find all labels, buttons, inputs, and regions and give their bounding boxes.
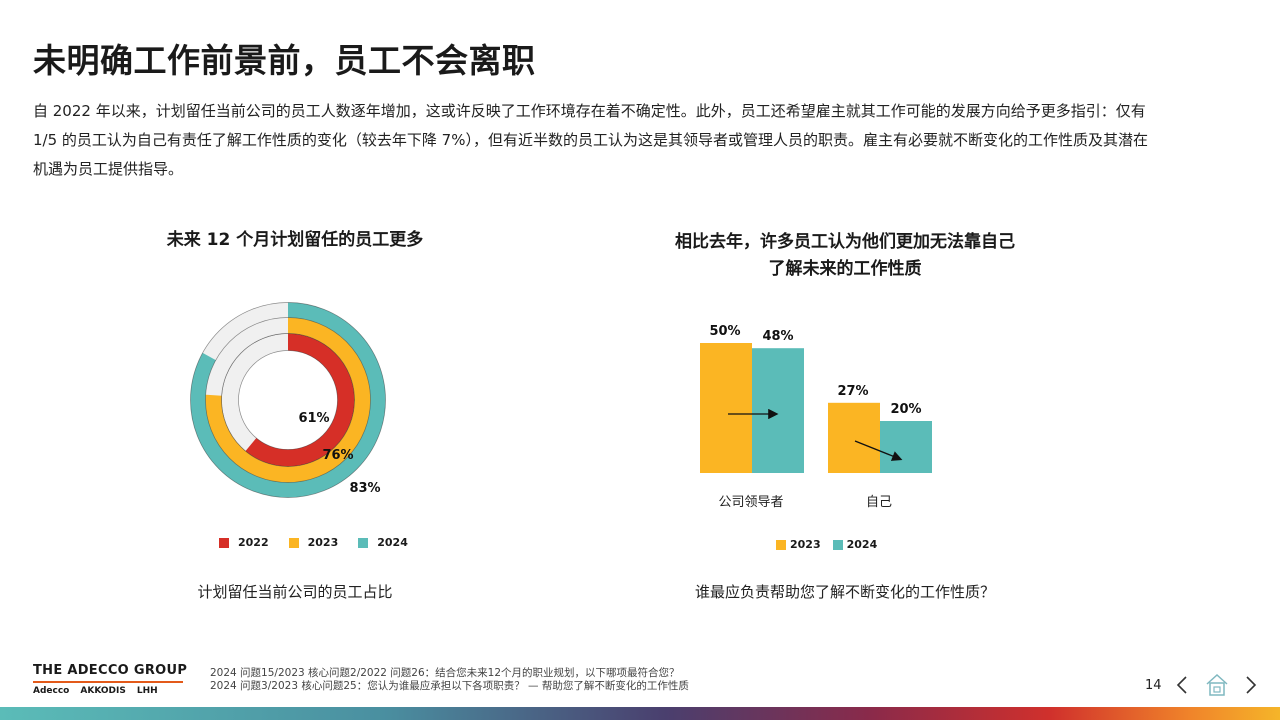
bar-label-2024-1: 20%	[890, 402, 921, 417]
bar-legend-item-2024: 2024	[832, 538, 878, 551]
donut-label-2023: 76%	[322, 448, 353, 463]
donut-outline-2023-0	[221, 333, 355, 467]
legend-label-2022: 2022	[238, 536, 269, 549]
bar-legend-label-2023: 2023	[790, 538, 821, 551]
bar-legend-swatch-2023	[776, 539, 786, 550]
donut-outline-2024-1	[190, 302, 386, 498]
footnotes: 2024 问题15/2023 核心问题2/2022 问题26：结合您未来12个月…	[210, 667, 689, 693]
footnote-1: 2024 问题15/2023 核心问题2/2022 问题26：结合您未来12个月…	[210, 667, 680, 679]
legend-label-2024: 2024	[377, 536, 408, 549]
sub-brand-lhh: LHH	[136, 686, 158, 696]
intro-line-1: 自 2022 年以来，计划留任当前公司的员工人数逐年增加，这或许反映了工作环境存…	[33, 102, 1146, 120]
intro-paragraph: 自 2022 年以来，计划留任当前公司的员工人数逐年增加，这或许反映了工作环境存…	[33, 97, 1233, 184]
bar-chart-title-line-1: 相比去年，许多员工认为他们更加无法靠自己	[675, 232, 1015, 252]
brand-underline	[33, 681, 183, 683]
donut-outline-2024-0	[205, 317, 371, 483]
bar-legend: 2023 2024	[776, 538, 897, 551]
donut-label-2024: 83%	[349, 481, 380, 496]
bar-chart-subtitle: 谁最应负责帮助您了解不断变化的工作性质？	[694, 583, 995, 601]
legend-item-2023: 2023	[288, 536, 339, 549]
home-icon	[1206, 673, 1228, 696]
legend-swatch-2022	[219, 537, 229, 548]
donut-label-2022: 61%	[298, 411, 329, 426]
legend-label-2023: 2023	[307, 536, 339, 549]
donut-chart: 61% 76% 83%	[190, 302, 386, 498]
next-page-button[interactable]	[1240, 672, 1262, 698]
page-title: 未明确工作前景前，员工不会离职	[33, 41, 536, 80]
bar-category-leaders: 公司领导者	[718, 495, 783, 510]
donut-chart-title: 未来 12 个月计划留任的员工更多	[166, 230, 424, 250]
chevron-left-icon	[1176, 676, 1187, 694]
chevron-right-icon	[1246, 676, 1257, 694]
bar-legend-label-2024: 2024	[846, 538, 878, 551]
donut-arc-2024	[190, 302, 386, 498]
bar-2024-1	[880, 421, 932, 473]
bar-2023-0	[700, 343, 752, 473]
donut-arc-2023	[204, 316, 372, 484]
bar-legend-item-2023: 2023	[776, 538, 821, 551]
sub-brand-adecco: Adecco	[33, 686, 70, 696]
bar-chart-title-line-2: 了解未来的工作性质	[768, 259, 922, 279]
sub-brand-akkodis: AKKODIS	[80, 686, 126, 696]
brand-name: THE ADECCO GROUP	[33, 663, 188, 678]
bar-2024-0	[752, 348, 804, 473]
bar-label-2023-1: 27%	[837, 384, 868, 399]
bar-label-2024-0: 48%	[762, 329, 793, 344]
bar-legend-swatch-2024	[832, 539, 843, 550]
donut-arc-2022	[221, 333, 355, 467]
trend-arrow-self	[854, 440, 903, 461]
legend-item-2022: 2022	[219, 536, 269, 549]
prev-page-button[interactable]	[1171, 672, 1193, 698]
bar-category-self: 自己	[866, 495, 892, 510]
bar-chart: 50% 48% 27% 20% 公司领导者 自己	[700, 324, 932, 510]
bar-chart-title: 相比去年，许多员工认为他们更加无法靠自己 了解未来的工作性质	[620, 229, 1070, 283]
footnote-2: 2024 问题3/2023 核心问题25：您认为谁最应承担以下各项职责？ — 帮…	[210, 680, 689, 692]
bottom-gradient-bar	[0, 707, 1280, 720]
donut-legend: 2022 2023 2024	[219, 536, 428, 549]
bar-label-2023-0: 50%	[709, 324, 740, 339]
legend-item-2024: 2024	[358, 536, 408, 549]
company-logo: THE ADECCO GROUP Adecco AKKODIS LHH	[33, 663, 187, 696]
brand-subsidiaries: Adecco AKKODIS LHH	[33, 686, 187, 696]
donut-chart-subtitle: 计划留任当前公司的员工占比	[197, 583, 393, 601]
page-number: 14	[1145, 678, 1162, 693]
legend-swatch-2023	[288, 537, 299, 548]
bar-2023-1	[828, 402, 880, 473]
intro-line-3: 机遇为员工提供指导。	[33, 160, 184, 178]
home-button[interactable]	[1203, 672, 1231, 698]
legend-swatch-2024	[358, 537, 369, 548]
donut-outline-2022-0	[238, 350, 338, 450]
intro-line-2: 1/5 的员工认为自己有责任了解工作性质的变化（较去年下降 7%），但有近半数的…	[33, 131, 1148, 149]
